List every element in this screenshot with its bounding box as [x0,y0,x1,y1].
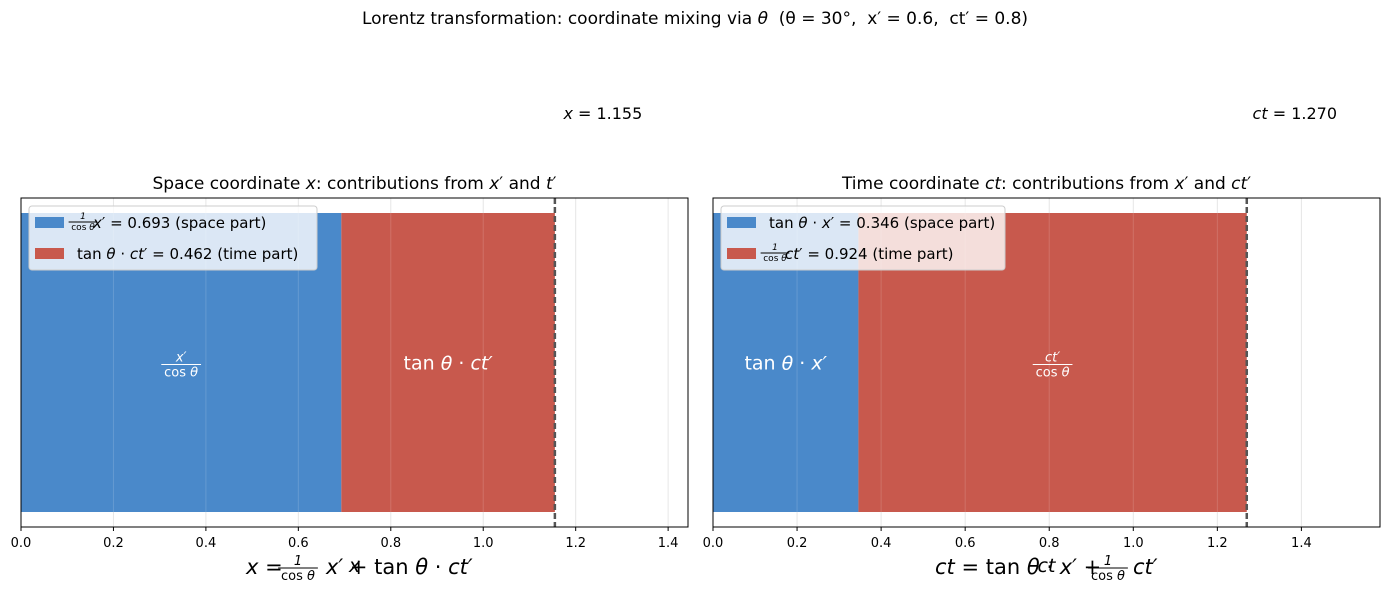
x-tick-label: 0.4 [196,536,217,551]
legend-frac-0-denominator: cos θ [71,223,95,233]
x-tick-label: 0.2 [103,536,124,551]
equation-frac-denominator: cos θ [281,569,315,584]
x-tick-label: 1.4 [658,536,679,551]
equation-rhs: ct′ [1133,555,1158,579]
bar-label-time-numerator: ct′ [1045,351,1060,366]
bar-label-space: tan θ · x′ [744,353,827,375]
bar-label-time: ct′cos θ [1032,351,1073,381]
bar-label-time: tan θ · ct′ [404,353,494,375]
bar-label-time-denominator: cos θ [1036,366,1070,381]
x-tick-label: 1.0 [473,536,494,551]
equation-frac-numerator: 1 [294,554,302,569]
equation-rhs: x′ + tan θ · ct′ [325,555,473,579]
legend-swatch-time [35,248,64,259]
x-tick-label: 0.8 [1039,536,1060,551]
legend-swatch-time [727,248,756,259]
legend-box [720,205,1006,271]
x-tick-label: 1.4 [1291,536,1312,551]
x-tick-label: 0.8 [380,536,401,551]
legend-swatch-space [35,217,64,228]
legend-label-time: ct′ = 0.924 (time part) [785,245,953,263]
x-tick-label: 0.6 [955,536,976,551]
suptitle-theta: θ [757,9,768,29]
legend-label-time: tan θ · ct′ = 0.462 (time part) [77,245,298,263]
total-annotation: x = 1.155 [562,104,642,123]
suptitle-prefix: Lorentz transformation: coordinate mixin… [361,9,758,29]
bar-label-space: x′cos θ [161,351,202,381]
bar-segment-time [341,213,555,512]
x-tick-label: 0.2 [787,536,808,551]
x-tick-label: 0.6 [288,536,309,551]
legend-label-space: tan θ · x′ = 0.346 (space part) [769,214,995,232]
legend-box [28,205,318,271]
suptitle-params: (θ = 30°, x′ = 0.6, ct′ = 0.8) [767,9,1029,29]
x-tick-label: 0.4 [871,536,892,551]
panel-title: Space coordinate x: contributions from x… [152,174,556,194]
x-axis-label: ct [1038,555,1057,577]
chart-panel-1: tan θ · x′ ct′cos θ0.0 0.2 0.4 0.6 0.8 1.0 1.2 1… [703,104,1381,584]
x-tick-label: 1.0 [1123,536,1144,551]
equation-frac-numerator: 1 [1104,554,1112,569]
legend-swatch-space [727,217,756,228]
legend-frac-1-numerator: 1 [772,243,778,253]
equation-frac-denominator: cos θ [1091,569,1125,584]
legend-label-space: x′ = 0.693 (space part) [92,214,266,232]
x-tick-label: 1.2 [1207,536,1228,551]
equation-lhs: ct = tan θ · x′ + [935,555,1101,579]
x-tick-label: 1.2 [565,536,586,551]
panel-title: Time coordinate ct: contributions from x… [841,174,1251,194]
x-axis-label: x [348,555,361,577]
bar-label-space-denominator: cos θ [164,366,198,381]
bar-label-space-numerator: x′ [175,351,187,366]
total-annotation: ct = 1.270 [1253,104,1337,123]
legend-frac-1-denominator: cos θ [763,254,787,264]
figure-suptitle: Lorentz transformation: coordinate mixin… [0,9,1390,29]
equation-lhs: x = [245,555,283,579]
legend-frac-0-numerator: 1 [80,212,86,222]
x-tick-label: 0.0 [703,536,724,551]
x-tick-label: 0.0 [11,536,32,551]
chart-panel-0: x′cos θ tan θ · ct′0.0 0.2 0.4 0.6 0.8 1.0 1.2 1… [11,104,689,584]
axes-frame [712,197,1381,528]
axes-frame [20,197,689,528]
